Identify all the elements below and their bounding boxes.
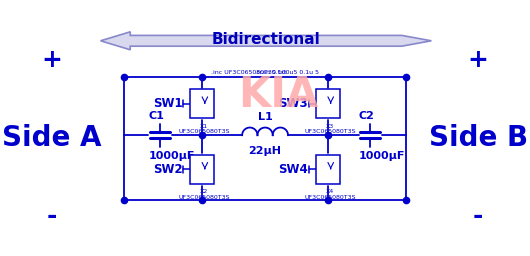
Text: X4
UF3C065080T3S: X4 UF3C065080T3S: [304, 189, 356, 200]
Text: +: +: [467, 48, 489, 72]
Bar: [316, 89, 340, 118]
Text: SW4: SW4: [278, 163, 308, 176]
Text: -: -: [47, 204, 57, 228]
Text: 1000μF: 1000μF: [359, 151, 405, 161]
Text: .inc UF3C065080T3S.txt: .inc UF3C065080T3S.txt: [211, 70, 287, 75]
Bar: [190, 89, 214, 118]
Text: -: -: [473, 204, 483, 228]
Text: KIA: KIA: [238, 74, 319, 116]
Text: C2: C2: [359, 111, 375, 121]
Text: X3
UF3C065080T3S: X3 UF3C065080T3S: [304, 123, 356, 134]
Text: SW3: SW3: [279, 97, 308, 110]
Text: 22μH: 22μH: [249, 146, 281, 156]
Bar: [316, 155, 340, 184]
Text: X1
UF3C065080T3S: X1 UF3C065080T3S: [178, 123, 229, 134]
Text: SW1: SW1: [153, 97, 182, 110]
Text: Bidirectional: Bidirectional: [211, 31, 320, 47]
Text: SW2: SW2: [153, 163, 182, 176]
Bar: [190, 155, 214, 184]
Polygon shape: [101, 32, 431, 50]
Text: 1000μF: 1000μF: [148, 151, 195, 161]
Text: .tran 0 100u5 0.1u 5: .tran 0 100u5 0.1u 5: [255, 70, 319, 75]
Text: +: +: [41, 48, 63, 72]
Text: L1: L1: [258, 112, 272, 122]
Text: C1: C1: [148, 111, 164, 121]
Text: X2
UF3C065080T3S: X2 UF3C065080T3S: [178, 189, 229, 200]
Text: Side A: Side A: [2, 124, 102, 152]
Text: Side B: Side B: [429, 124, 528, 152]
